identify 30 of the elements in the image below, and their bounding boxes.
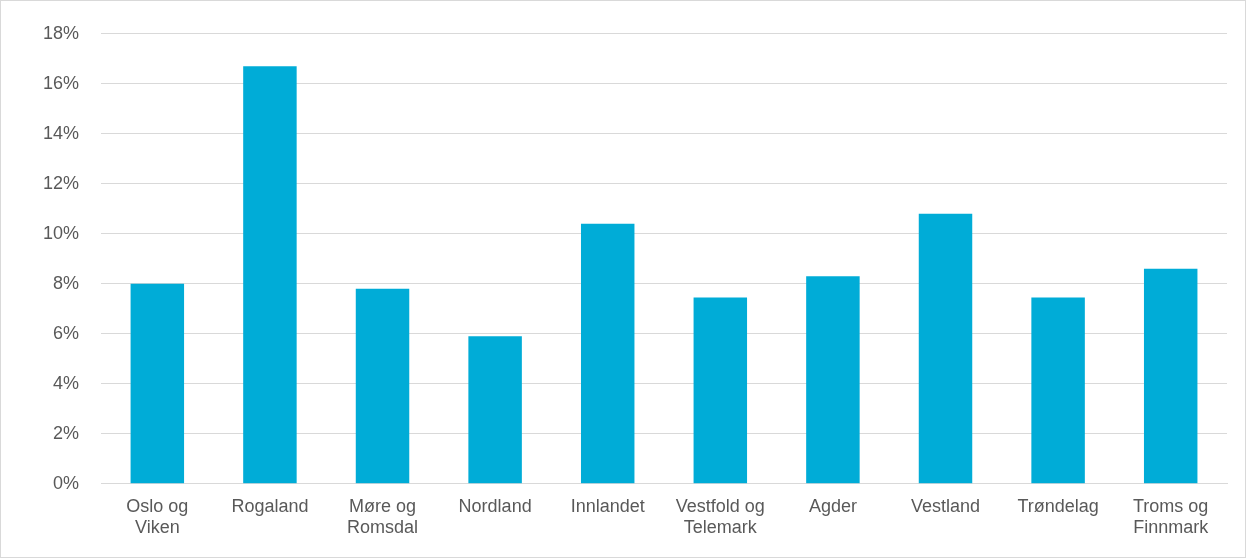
- y-tick-label: 4%: [53, 372, 80, 393]
- x-tick-label: Oslo og Viken: [126, 495, 189, 538]
- y-tick-label: 6%: [53, 322, 80, 343]
- bar: [468, 336, 522, 484]
- y-tick-label: 16%: [43, 72, 80, 93]
- y-tick-label: 0%: [53, 472, 80, 493]
- bar: [918, 213, 973, 484]
- x-tick-label: Innlandet: [570, 495, 645, 516]
- y-tick-label: 10%: [43, 222, 80, 243]
- x-tick-label: Møre og Romsdal: [347, 495, 419, 538]
- x-tick-label: Agder: [808, 495, 857, 516]
- y-tick-label: 18%: [43, 22, 80, 43]
- x-tick-label: Vestland: [910, 495, 981, 516]
- x-tick-label: Troms og Finnmark: [1133, 495, 1210, 538]
- y-tick-label: 12%: [43, 172, 80, 193]
- x-tick-label: Rogaland: [231, 495, 309, 516]
- bar: [806, 276, 860, 484]
- y-tick-label: 8%: [53, 272, 80, 293]
- x-tick-label: Nordland: [458, 495, 532, 516]
- y-tick-label: 2%: [53, 422, 80, 443]
- bar: [580, 223, 635, 484]
- bar: [693, 297, 748, 484]
- x-tick-label: Trøndelag: [1017, 495, 1099, 516]
- bar: [355, 288, 410, 484]
- x-tick-label: Vestfold og Telemark: [675, 495, 765, 538]
- bar: [130, 283, 185, 484]
- bar: [243, 66, 297, 484]
- bar: [1143, 268, 1198, 484]
- y-tick-label: 14%: [43, 122, 80, 143]
- bar: [1031, 297, 1085, 484]
